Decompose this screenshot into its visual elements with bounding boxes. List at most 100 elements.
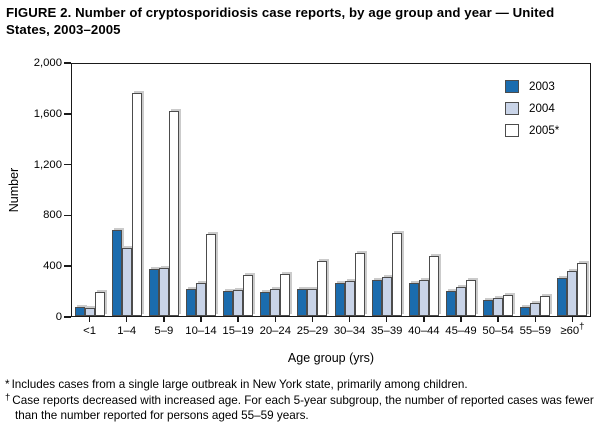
bar	[381, 276, 392, 316]
x-tick-mark	[125, 317, 128, 322]
legend-label: 2003	[529, 80, 555, 93]
y-tick-mark	[64, 113, 71, 115]
x-tick-mark	[237, 317, 239, 322]
bar	[456, 286, 466, 316]
legend-swatch	[505, 124, 519, 137]
x-tick-mark	[274, 317, 277, 322]
x-tick-mark	[534, 317, 537, 322]
x-tick-mark	[460, 317, 462, 322]
x-category-label: ≥60†	[560, 321, 585, 337]
bar	[84, 307, 95, 316]
y-tick-label: 1,600	[33, 107, 62, 120]
bar	[223, 290, 234, 316]
bar	[111, 229, 122, 316]
dagger-icon: †	[579, 321, 585, 333]
y-tick-label: 800	[43, 209, 62, 222]
x-category-label: 50–54	[482, 325, 514, 337]
y-axis-title: Number	[7, 167, 21, 213]
bar	[94, 291, 105, 316]
y-tick-mark	[64, 163, 71, 166]
bar	[418, 279, 429, 316]
x-tick-mark	[571, 317, 574, 322]
x-category-label: 10–14	[185, 325, 217, 337]
footnote-dagger: † Case reports decreased with increased a…	[5, 392, 600, 424]
x-tick-mark	[385, 317, 388, 322]
x-category-label: 1–4	[117, 325, 137, 337]
y-tick-mark	[64, 265, 71, 267]
footnote-asterisk: * Includes cases from a single large outb…	[5, 377, 600, 393]
asterisk-marker: *	[5, 378, 10, 391]
bar	[557, 277, 568, 316]
bar	[428, 255, 439, 316]
y-tick-label: 0	[55, 311, 62, 323]
bar	[270, 288, 281, 316]
legend-swatch	[505, 80, 519, 93]
y-tick-label: 2,000	[33, 57, 62, 69]
legend-item: 2004	[505, 102, 559, 115]
x-tick-mark	[311, 317, 314, 322]
y-tick-label: 1,200	[33, 158, 62, 171]
bar	[131, 92, 142, 316]
bar	[354, 252, 365, 316]
bar	[446, 290, 456, 316]
x-category-label: 30–34	[333, 325, 366, 337]
y-tick-mark	[64, 316, 71, 318]
bar	[148, 268, 159, 316]
bar	[520, 306, 531, 316]
bar	[483, 299, 494, 316]
x-category-label: 45–49	[445, 325, 477, 337]
legend-item: 2003	[505, 80, 559, 93]
bar	[493, 297, 504, 316]
legend: 2003 2004 2005*	[505, 80, 559, 146]
bar	[540, 295, 551, 316]
x-category-label: 55–59	[519, 325, 551, 337]
y-tick-label: 400	[43, 260, 62, 273]
x-category-label: <1	[83, 325, 96, 337]
y-tick-mark	[64, 214, 71, 217]
x-category-label: 35–39	[370, 325, 403, 337]
bar	[530, 302, 541, 316]
figure-title: FIGURE 2. Number of cryptosporidiosis ca…	[6, 5, 555, 37]
x-axis-title: Age group (yrs)	[287, 351, 375, 365]
bar	[391, 232, 402, 316]
legend-item: 2005*	[505, 124, 559, 137]
x-category-label: 40–44	[408, 325, 440, 337]
bar	[503, 294, 514, 316]
bar	[186, 288, 196, 316]
bar	[317, 260, 328, 316]
bar	[577, 262, 588, 316]
bar	[371, 279, 382, 316]
bar	[408, 282, 419, 316]
bar	[567, 270, 578, 316]
bar	[260, 291, 271, 316]
footnotes: * Includes cases from a single large outb…	[5, 377, 600, 424]
bar	[344, 280, 355, 316]
legend-label: 2004	[529, 102, 555, 115]
x-category-label: 15–19	[222, 325, 254, 337]
x-tick-mark	[497, 317, 499, 322]
x-tick-mark	[163, 317, 165, 322]
legend-swatch	[505, 102, 519, 115]
bar	[243, 274, 254, 316]
bar	[121, 247, 132, 316]
bar	[233, 289, 244, 316]
x-category-label: 20–24	[259, 325, 291, 337]
bar	[297, 288, 308, 316]
footnote-asterisk-text: Includes cases from a single large outbr…	[11, 378, 468, 391]
x-tick-mark	[200, 317, 202, 322]
footnote-dagger-text: Case reports decreased with increased ag…	[12, 393, 594, 423]
bar	[466, 279, 476, 316]
x-tick-mark	[88, 317, 91, 322]
x-category-label: 5–9	[154, 325, 174, 337]
bar	[307, 288, 318, 316]
bar	[196, 282, 206, 316]
dagger-marker: †	[5, 392, 11, 404]
legend-label: 2005*	[529, 124, 560, 137]
x-tick-mark	[423, 317, 425, 322]
x-category-label: 25–29	[296, 325, 329, 337]
bar	[206, 233, 216, 316]
bar	[158, 267, 169, 316]
bar	[168, 110, 179, 316]
y-tick-mark	[64, 62, 71, 64]
